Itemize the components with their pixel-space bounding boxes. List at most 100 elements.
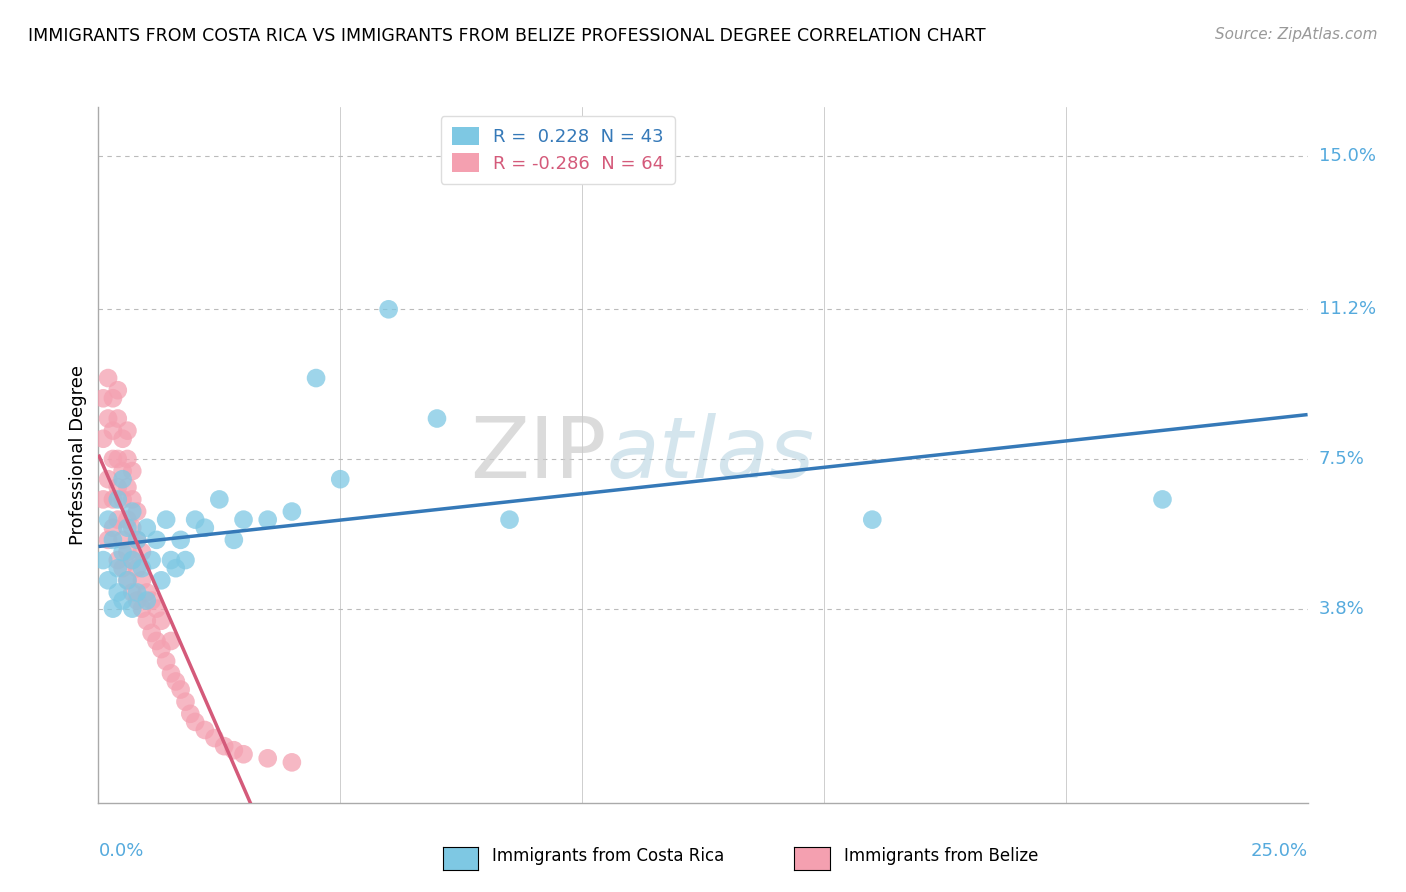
Point xyxy=(860,513,883,527)
Point xyxy=(165,561,187,575)
Point xyxy=(135,614,157,628)
Point xyxy=(111,432,134,446)
Point xyxy=(101,521,124,535)
Point xyxy=(117,513,139,527)
Point xyxy=(127,533,149,547)
Point xyxy=(204,731,226,745)
Point xyxy=(150,642,173,657)
Point xyxy=(145,634,167,648)
Point xyxy=(256,513,278,527)
Point xyxy=(174,695,197,709)
Point xyxy=(131,601,153,615)
Point xyxy=(145,601,167,615)
Point xyxy=(121,521,143,535)
Point xyxy=(305,371,328,385)
Point xyxy=(426,411,449,425)
Point xyxy=(121,553,143,567)
Point xyxy=(91,553,114,567)
Point xyxy=(194,521,217,535)
Point xyxy=(107,585,129,599)
Point xyxy=(97,371,120,385)
Point xyxy=(117,574,139,588)
Point xyxy=(121,601,143,615)
Point xyxy=(160,553,183,567)
Point xyxy=(97,472,120,486)
Text: Immigrants from Belize: Immigrants from Belize xyxy=(844,847,1038,865)
Point xyxy=(135,585,157,599)
Point xyxy=(107,553,129,567)
Text: 7.5%: 7.5% xyxy=(1319,450,1365,468)
Point xyxy=(131,561,153,575)
Point xyxy=(256,751,278,765)
Point xyxy=(107,492,129,507)
Point xyxy=(150,614,173,628)
Text: ZIP: ZIP xyxy=(470,413,606,497)
Text: 3.8%: 3.8% xyxy=(1319,599,1364,617)
Point xyxy=(101,392,124,406)
Text: Source: ZipAtlas.com: Source: ZipAtlas.com xyxy=(1215,27,1378,42)
Point xyxy=(155,513,177,527)
Point xyxy=(107,383,129,397)
Point xyxy=(97,411,120,425)
Point xyxy=(111,464,134,478)
Point xyxy=(127,504,149,518)
Point xyxy=(121,585,143,599)
Point xyxy=(101,492,124,507)
Point xyxy=(111,561,134,575)
Point xyxy=(281,504,304,518)
Point xyxy=(1152,492,1174,507)
Point xyxy=(121,553,143,567)
Point xyxy=(329,472,352,486)
Point xyxy=(150,574,173,588)
Point xyxy=(91,432,114,446)
Point xyxy=(97,513,120,527)
Point xyxy=(174,553,197,567)
Point xyxy=(107,452,129,467)
Y-axis label: Professional Degree: Professional Degree xyxy=(69,365,87,545)
Text: IMMIGRANTS FROM COSTA RICA VS IMMIGRANTS FROM BELIZE PROFESSIONAL DEGREE CORRELA: IMMIGRANTS FROM COSTA RICA VS IMMIGRANTS… xyxy=(28,27,986,45)
Point xyxy=(232,747,254,762)
Point xyxy=(111,545,134,559)
Point xyxy=(107,561,129,575)
Point xyxy=(184,714,207,729)
Point xyxy=(101,533,124,547)
Text: atlas: atlas xyxy=(606,413,814,497)
Point xyxy=(101,452,124,467)
Point xyxy=(141,626,163,640)
Point xyxy=(165,674,187,689)
Point xyxy=(179,706,201,721)
Point xyxy=(222,743,245,757)
Point xyxy=(145,533,167,547)
Point xyxy=(208,492,231,507)
Point xyxy=(222,533,245,547)
Point xyxy=(141,593,163,607)
Point xyxy=(127,585,149,599)
Point xyxy=(155,654,177,668)
Point xyxy=(107,513,129,527)
Point xyxy=(121,464,143,478)
Point xyxy=(281,756,304,770)
Point xyxy=(131,574,153,588)
Point xyxy=(127,593,149,607)
Text: 15.0%: 15.0% xyxy=(1319,146,1375,165)
Point xyxy=(498,513,520,527)
Point xyxy=(91,492,114,507)
Point xyxy=(117,480,139,494)
Point xyxy=(169,682,191,697)
Point xyxy=(97,574,120,588)
Legend: R =  0.228  N = 43, R = -0.286  N = 64: R = 0.228 N = 43, R = -0.286 N = 64 xyxy=(440,116,675,184)
Point xyxy=(121,504,143,518)
Point xyxy=(184,513,207,527)
Point xyxy=(135,593,157,607)
Text: 25.0%: 25.0% xyxy=(1250,842,1308,860)
Point xyxy=(117,452,139,467)
Point xyxy=(101,424,124,438)
Point xyxy=(377,302,399,317)
Text: 11.2%: 11.2% xyxy=(1319,301,1376,318)
Point xyxy=(121,492,143,507)
Point xyxy=(97,533,120,547)
Point xyxy=(160,666,183,681)
Point xyxy=(117,521,139,535)
Text: 0.0%: 0.0% xyxy=(98,842,143,860)
Point xyxy=(169,533,191,547)
